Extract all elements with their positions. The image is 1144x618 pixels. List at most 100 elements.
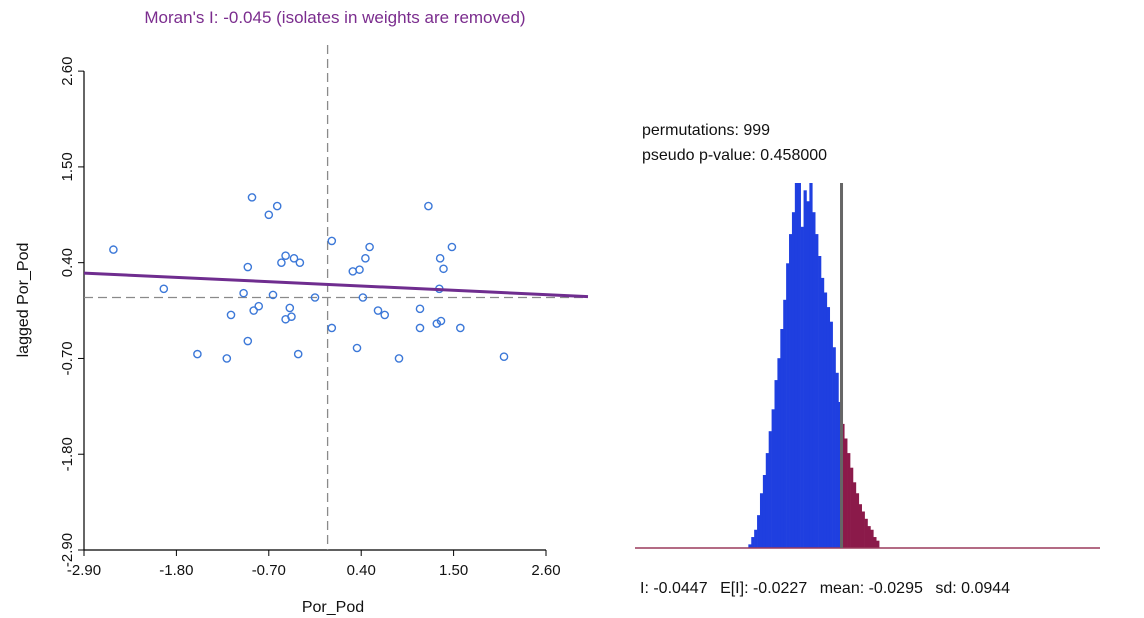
histogram-bar	[797, 183, 801, 548]
histogram-bar	[855, 493, 860, 548]
scatter-point	[293, 349, 303, 359]
scatter-axes: -2.90 -1.80 -0.70 0.40 1.50 2.60 -2.90 -1.80 -0.…	[59, 57, 561, 579]
scatter-point	[295, 258, 305, 267]
histogram-bar	[861, 511, 865, 548]
histogram-bar	[832, 347, 836, 548]
histogram-bar	[791, 212, 796, 548]
histogram-bar	[774, 380, 778, 548]
histogram-bar	[835, 372, 839, 548]
scatter-point	[415, 323, 425, 333]
histogram-bar	[823, 292, 828, 548]
histogram-bar	[809, 183, 813, 548]
scatter-point	[447, 242, 457, 252]
scatter-point	[373, 306, 383, 315]
scatter-point	[247, 193, 257, 202]
histogram-bar	[812, 212, 816, 548]
scatter-point	[380, 310, 390, 320]
scatter-point	[310, 293, 320, 302]
histogram-bars	[748, 183, 880, 549]
x-axis-label: Por_Pod	[302, 599, 364, 616]
histogram-bar	[768, 431, 772, 548]
regression-line-group	[83, 271, 589, 299]
histogram-bar	[777, 358, 781, 548]
scatter-point	[355, 265, 364, 274]
histogram-bar	[858, 504, 862, 548]
mean-guide-lines	[84, 45, 588, 550]
histogram-bar	[852, 482, 857, 548]
histogram-bar	[844, 438, 848, 548]
moran-scatter-plot: -2.90 -1.80 -0.70 0.40 1.50 2.60 -2.90 -1.80 -0.…	[15, 45, 589, 616]
scatter-point	[159, 284, 169, 294]
histogram-bar	[754, 529, 758, 548]
scatter-point	[243, 336, 253, 346]
histogram-bar	[806, 201, 810, 548]
histogram-bar	[818, 256, 822, 548]
histogram-reference-lines	[635, 183, 1100, 549]
scatter-point	[109, 245, 118, 254]
scatter-point	[358, 293, 368, 302]
y-tick-label: 2.60	[59, 57, 76, 86]
histogram-bar	[826, 307, 831, 548]
regression-line	[83, 271, 589, 299]
histogram-bar	[789, 234, 793, 548]
scatter-point	[226, 310, 236, 320]
histogram-bar	[864, 518, 868, 548]
scatter-point	[272, 201, 282, 211]
permutation-histogram	[635, 183, 1100, 549]
y-tick-label: 0.40	[59, 248, 76, 277]
chart-title: Moran's I: -0.045 (isolates in weights a…	[144, 8, 526, 27]
histogram-bar	[850, 467, 854, 548]
histogram-bar	[800, 226, 804, 549]
scatter-point	[432, 319, 442, 328]
scatter-points	[109, 193, 509, 363]
scatter-point	[193, 349, 202, 359]
scatter-point	[268, 290, 278, 300]
histogram-bar	[815, 234, 819, 548]
histogram-bar	[762, 475, 767, 548]
y-tick-label: -0.70	[59, 341, 76, 375]
scatter-point	[435, 254, 445, 263]
y-tick-label: -1.80	[59, 437, 76, 471]
stat-expected-I: E[I]: -0.0227	[720, 580, 808, 597]
histogram-bar	[876, 540, 880, 548]
summary-stats: I: -0.0447 E[I]: -0.0227 mean: -0.0295 s…	[640, 580, 1018, 598]
scatter-point	[365, 242, 374, 252]
histogram-bar	[867, 526, 871, 548]
scatter-point	[277, 258, 286, 267]
x-tick-label: -1.80	[159, 562, 193, 579]
stat-mean: mean: -0.0295	[819, 580, 923, 597]
histogram-bar	[803, 190, 807, 549]
permutations-text: permutations: 999	[642, 122, 771, 139]
permutation-annotation: permutations: 999 pseudo p-value: 0.4580…	[642, 118, 827, 168]
scatter-point	[289, 254, 299, 263]
x-tick-label: 2.60	[531, 562, 560, 579]
x-tick-label: 1.50	[439, 562, 468, 579]
y-tick-label: 1.50	[59, 152, 76, 181]
scatter-point	[436, 316, 446, 326]
scatter-point	[415, 304, 425, 314]
scatter-point	[439, 264, 448, 274]
stat-observed-I: I: -0.0447	[640, 580, 708, 597]
scatter-point	[281, 251, 290, 261]
scatter-point	[499, 352, 509, 362]
scatter-point	[285, 303, 295, 313]
scatter-point	[264, 210, 274, 220]
scatter-point	[327, 236, 337, 246]
stat-sd: sd: 0.0944	[935, 580, 1011, 597]
histogram-bar	[873, 537, 877, 548]
scatter-point	[287, 312, 296, 321]
scatter-point	[222, 354, 232, 363]
scatter-point	[243, 262, 253, 272]
histogram-bar	[751, 537, 755, 548]
pseudo-p-value-text: pseudo p-value: 0.458000	[642, 147, 828, 164]
scatter-point	[424, 201, 433, 211]
histogram-bar	[780, 329, 784, 548]
scatter-point	[361, 254, 370, 263]
histogram-bar	[794, 183, 799, 548]
histogram-bar	[771, 409, 775, 548]
histogram-bar	[821, 277, 825, 548]
histogram-bar	[765, 453, 769, 548]
histogram-bar	[757, 515, 761, 548]
histogram-bar	[783, 299, 787, 548]
x-tick-label: -2.90	[67, 562, 101, 579]
